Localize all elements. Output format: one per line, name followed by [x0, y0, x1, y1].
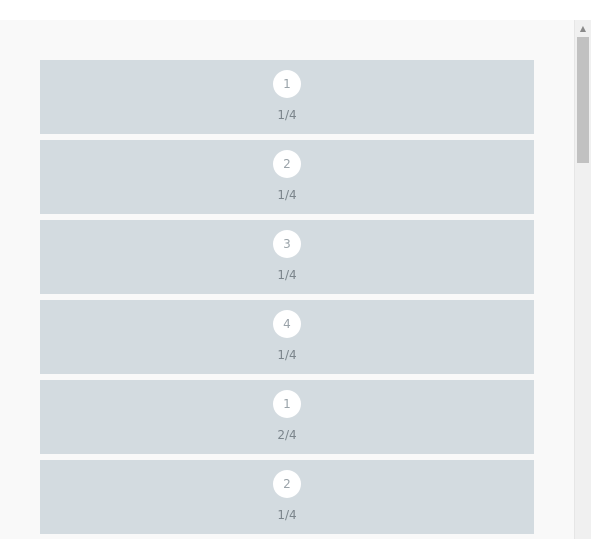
scroll-viewport[interactable]: 1 1/4 2 1/4 3 1/4 4 1/4 1 2/4 2 1/4 — [0, 20, 574, 539]
list-item[interactable]: 4 1/4 — [40, 300, 534, 374]
vertical-scrollbar[interactable]: ▲ — [574, 20, 591, 539]
list-item[interactable]: 1 2/4 — [40, 380, 534, 454]
list-item[interactable]: 2 1/4 — [40, 460, 534, 534]
fraction-label: 1/4 — [277, 108, 297, 122]
list-item[interactable]: 1 1/4 — [40, 60, 534, 134]
index-badge: 3 — [273, 230, 301, 258]
list-item[interactable]: 3 1/4 — [40, 220, 534, 294]
index-badge: 1 — [273, 70, 301, 98]
index-badge: 4 — [273, 310, 301, 338]
scroll-up-arrow-icon[interactable]: ▲ — [579, 24, 587, 33]
fraction-label: 1/4 — [277, 508, 297, 522]
fraction-label: 1/4 — [277, 268, 297, 282]
list-item[interactable]: 2 1/4 — [40, 140, 534, 214]
top-blank-strip — [0, 0, 591, 20]
index-badge: 2 — [273, 470, 301, 498]
index-badge: 2 — [273, 150, 301, 178]
fraction-label: 1/4 — [277, 188, 297, 202]
fraction-label: 1/4 — [277, 348, 297, 362]
carousel-list: 1 1/4 2 1/4 3 1/4 4 1/4 1 2/4 2 1/4 — [40, 60, 534, 539]
fraction-label: 2/4 — [277, 428, 297, 442]
index-badge: 1 — [273, 390, 301, 418]
scrollbar-thumb[interactable] — [577, 37, 589, 163]
